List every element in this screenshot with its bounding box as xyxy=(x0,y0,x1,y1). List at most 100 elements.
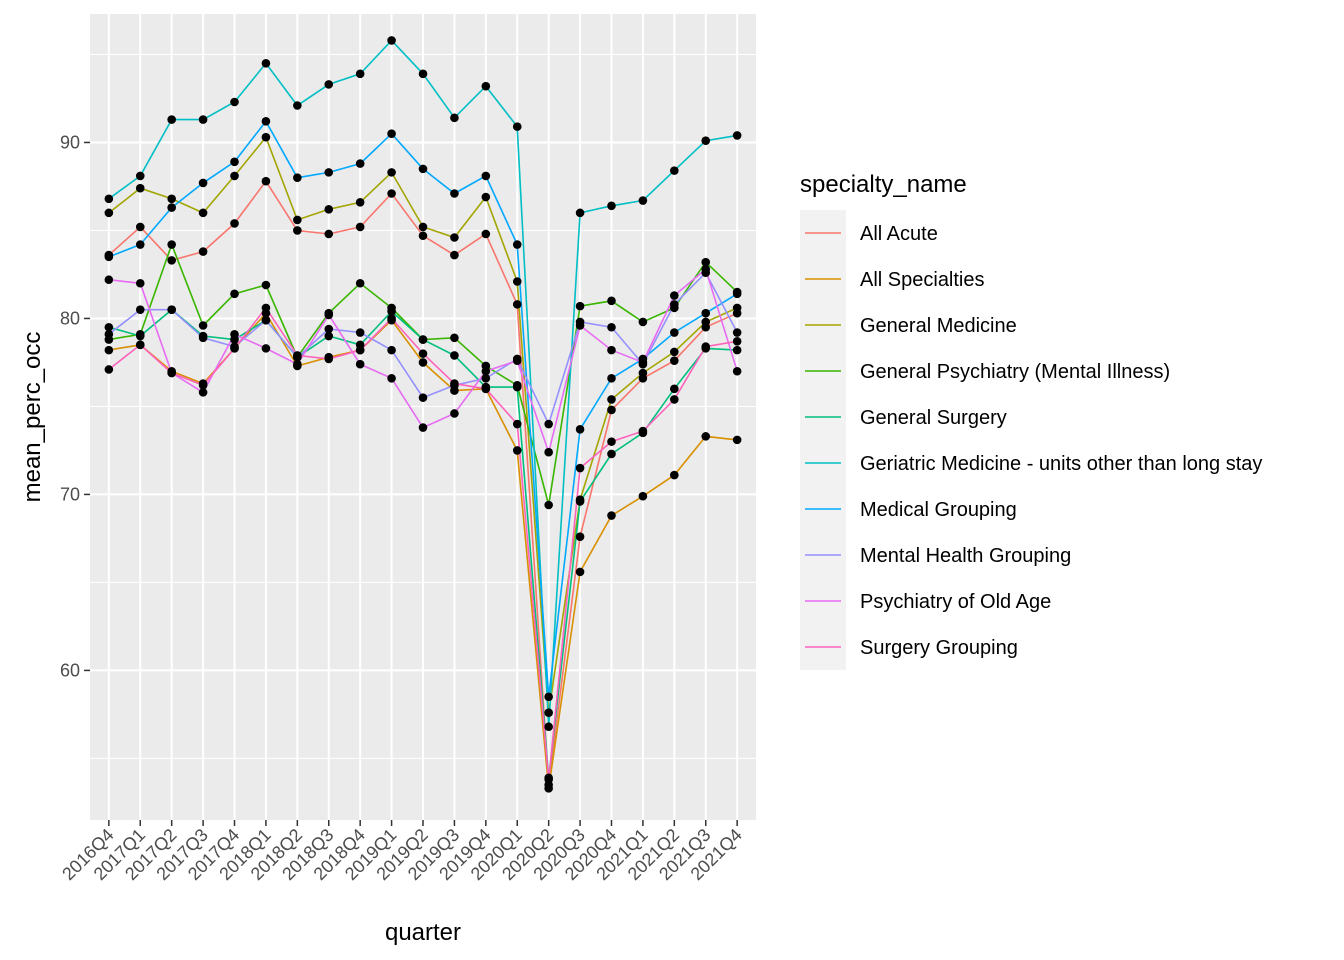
data-point xyxy=(544,447,553,457)
data-point xyxy=(670,166,679,175)
data-point xyxy=(198,178,208,188)
data-point xyxy=(230,289,239,299)
data-point xyxy=(512,382,522,392)
legend-label: General Medicine xyxy=(860,315,1017,337)
data-point xyxy=(387,36,396,45)
data-point xyxy=(732,337,742,346)
data-point xyxy=(355,278,365,288)
data-point xyxy=(450,189,459,198)
data-point xyxy=(512,356,522,365)
data-point xyxy=(104,345,114,355)
data-point xyxy=(261,280,271,290)
data-point xyxy=(167,256,176,265)
legend-title: specialty_name xyxy=(800,171,967,198)
data-point xyxy=(512,122,522,131)
data-point xyxy=(638,368,648,378)
data-point xyxy=(732,328,742,337)
data-point xyxy=(418,222,428,232)
legend-label: Geriatric Medicine - units other than lo… xyxy=(860,453,1262,475)
data-point xyxy=(135,340,145,350)
data-point xyxy=(481,81,491,91)
data-point xyxy=(135,305,145,314)
data-point xyxy=(104,194,114,204)
data-point xyxy=(450,409,459,418)
data-point xyxy=(701,342,711,351)
data-point xyxy=(450,113,459,123)
data-point xyxy=(104,329,114,339)
legend-label: Psychiatry of Old Age xyxy=(860,591,1051,613)
data-point xyxy=(670,291,679,300)
y-tick-label: 90 xyxy=(60,132,80,152)
data-point xyxy=(198,388,208,397)
data-point xyxy=(293,101,302,110)
data-point xyxy=(732,345,742,355)
data-point xyxy=(135,222,145,232)
data-point xyxy=(607,405,616,415)
data-point xyxy=(670,384,679,394)
data-point xyxy=(607,296,616,306)
data-point xyxy=(607,395,616,404)
data-point xyxy=(575,321,585,330)
data-point xyxy=(418,69,428,79)
data-point xyxy=(261,176,271,186)
data-point xyxy=(481,373,491,383)
data-point xyxy=(670,300,679,309)
data-point xyxy=(544,784,553,793)
data-point xyxy=(355,69,365,79)
data-point xyxy=(387,345,396,355)
data-point xyxy=(607,201,616,211)
data-point xyxy=(638,491,648,501)
data-point xyxy=(638,196,648,205)
data-point xyxy=(104,275,114,285)
x-axis-title: quarter xyxy=(385,919,461,946)
data-point xyxy=(481,384,491,394)
data-point xyxy=(418,231,428,241)
data-point xyxy=(167,305,176,314)
y-axis-title: mean_perc_occ xyxy=(19,332,46,503)
data-point xyxy=(450,250,459,260)
data-point xyxy=(732,289,742,299)
legend-label: Surgery Grouping xyxy=(860,637,1018,659)
data-point xyxy=(638,426,648,436)
data-point xyxy=(418,358,428,367)
data-point xyxy=(198,321,208,330)
data-point xyxy=(135,240,145,249)
data-point xyxy=(387,129,396,138)
data-point xyxy=(575,497,585,506)
data-point xyxy=(575,532,585,541)
data-point xyxy=(607,437,616,446)
data-point xyxy=(481,229,491,239)
data-point xyxy=(481,171,491,181)
data-point xyxy=(324,205,334,214)
data-point xyxy=(575,208,585,218)
data-point xyxy=(481,192,491,202)
data-point xyxy=(607,449,616,459)
data-point xyxy=(512,446,522,455)
data-point xyxy=(450,379,459,388)
data-point xyxy=(512,240,522,249)
data-point xyxy=(670,347,679,357)
data-point xyxy=(135,183,145,193)
data-point xyxy=(104,365,114,374)
legend-label: All Specialties xyxy=(860,269,985,291)
y-axis: 60 70 80 90 xyxy=(60,132,90,680)
data-point xyxy=(670,395,679,404)
data-point xyxy=(701,308,711,318)
data-point xyxy=(607,322,616,332)
data-point xyxy=(732,435,742,445)
data-point xyxy=(544,722,553,732)
data-point xyxy=(167,368,176,378)
data-point xyxy=(261,315,271,325)
data-point xyxy=(418,335,428,344)
data-point xyxy=(293,173,302,182)
data-point xyxy=(732,131,742,140)
data-point xyxy=(167,203,176,212)
data-point xyxy=(575,301,585,311)
data-point xyxy=(324,331,334,341)
data-point xyxy=(607,373,616,383)
data-point xyxy=(418,349,428,358)
data-point xyxy=(261,303,271,313)
data-point xyxy=(418,164,428,174)
data-point xyxy=(701,136,711,146)
